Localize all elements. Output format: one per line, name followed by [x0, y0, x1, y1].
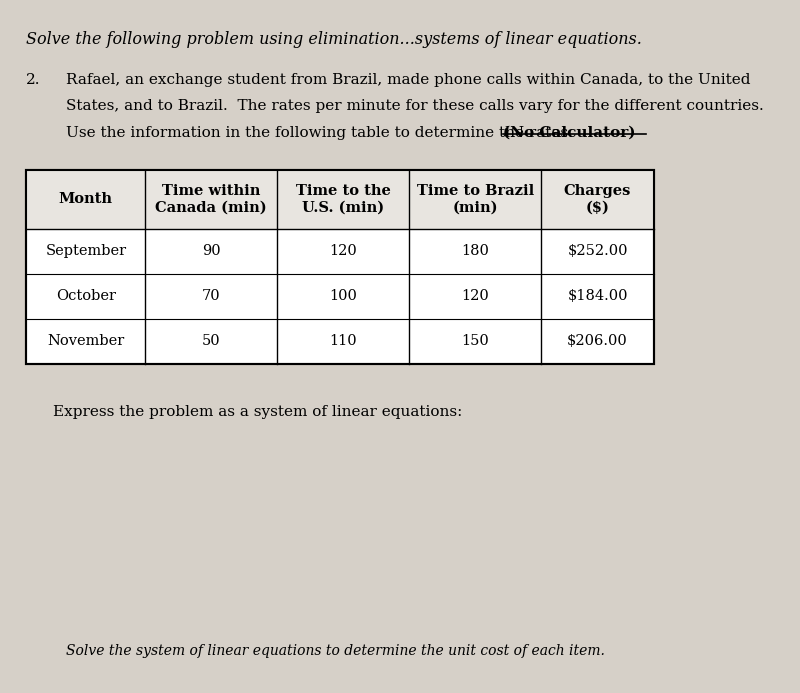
Text: $184.00: $184.00: [567, 289, 628, 304]
Text: Time within
Canada (min): Time within Canada (min): [155, 184, 267, 214]
Text: $252.00: $252.00: [567, 244, 628, 258]
Text: November: November: [47, 334, 125, 349]
Text: October: October: [56, 289, 116, 304]
Text: 2.: 2.: [26, 73, 41, 87]
Text: (No Calculator): (No Calculator): [503, 126, 636, 140]
Text: 90: 90: [202, 244, 221, 258]
Text: States, and to Brazil.  The rates per minute for these calls vary for the differ: States, and to Brazil. The rates per min…: [66, 99, 764, 113]
Text: Express the problem as a system of linear equations:: Express the problem as a system of linea…: [53, 405, 462, 419]
Text: Charges
($): Charges ($): [564, 184, 631, 214]
Text: Solve the system of linear equations to determine the unit cost of each item.: Solve the system of linear equations to …: [66, 644, 605, 658]
Text: 50: 50: [202, 334, 221, 349]
Text: 110: 110: [330, 334, 357, 349]
Text: 100: 100: [330, 289, 358, 304]
Text: Time to Brazil
(min): Time to Brazil (min): [417, 184, 534, 214]
Text: 180: 180: [462, 244, 490, 258]
Text: Solve the following problem using elimination...systems of linear equations.: Solve the following problem using elimin…: [26, 31, 642, 49]
Text: 70: 70: [202, 289, 221, 304]
Bar: [26, 170, 654, 364]
Text: 150: 150: [462, 334, 490, 349]
Bar: [26, 170, 654, 229]
Text: Time to the
U.S. (min): Time to the U.S. (min): [296, 184, 390, 214]
Text: September: September: [46, 244, 126, 258]
Text: Rafael, an exchange student from Brazil, made phone calls within Canada, to the : Rafael, an exchange student from Brazil,…: [66, 73, 750, 87]
Text: Month: Month: [59, 192, 113, 207]
Bar: [26, 170, 654, 364]
Text: $206.00: $206.00: [567, 334, 628, 349]
Text: 120: 120: [462, 289, 490, 304]
Text: Use the information in the following table to determine the rates.: Use the information in the following tab…: [66, 126, 582, 140]
Text: 120: 120: [330, 244, 358, 258]
